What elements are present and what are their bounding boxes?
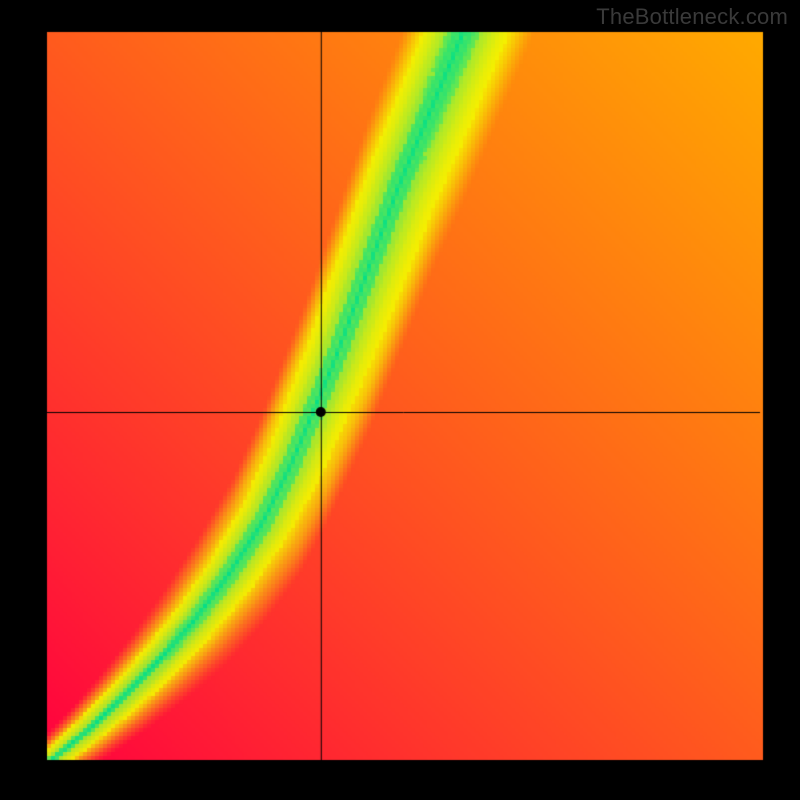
watermark: TheBottleneck.com xyxy=(596,4,788,30)
chart-container: TheBottleneck.com xyxy=(0,0,800,800)
bottleneck-heatmap xyxy=(0,0,800,800)
